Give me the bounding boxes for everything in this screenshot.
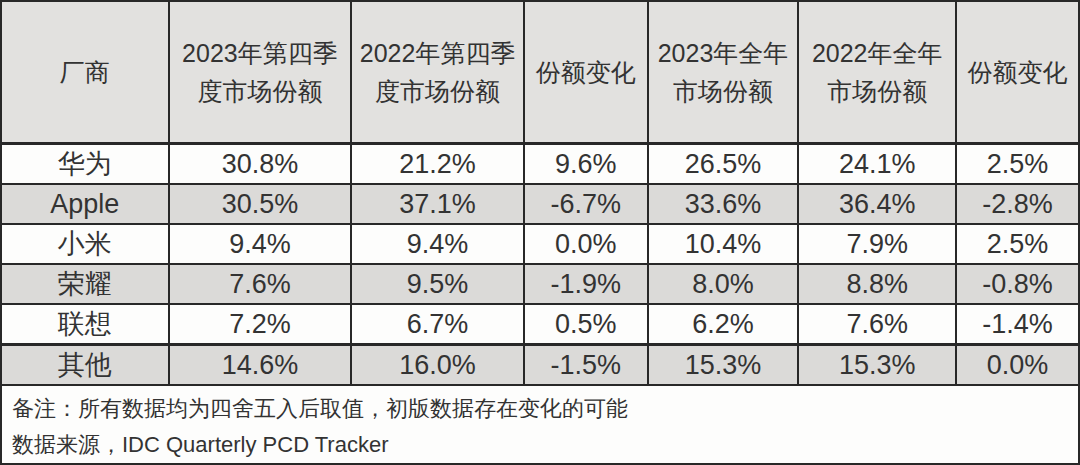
- market-share-sheet: 厂商2023年第四季 度市场份额2022年第四季 度市场份额份额变化2023年全…: [0, 0, 1080, 465]
- table-header: 厂商2023年第四季 度市场份额2022年第四季 度市场份额份额变化2023年全…: [1, 1, 1079, 144]
- value-cell: 7.9%: [798, 224, 956, 264]
- column-header: 厂商: [1, 1, 169, 144]
- value-cell: 0.0%: [524, 224, 648, 264]
- value-cell: 8.8%: [798, 264, 956, 304]
- table-notes: 备注：所有数据均为四舍五入后取值，初版数据存在变化的可能 数据来源，IDC Qu…: [0, 386, 1080, 465]
- header-row: 厂商2023年第四季 度市场份额2022年第四季 度市场份额份额变化2023年全…: [1, 1, 1079, 144]
- value-cell: 26.5%: [648, 144, 799, 185]
- table-row: 华为30.8%21.2%9.6%26.5%24.1%2.5%: [1, 144, 1079, 185]
- column-header: 2023年第四季 度市场份额: [169, 1, 352, 144]
- value-cell: 30.8%: [169, 144, 352, 185]
- value-cell: 16.0%: [351, 345, 524, 386]
- table-body: 华为30.8%21.2%9.6%26.5%24.1%2.5%Apple30.5%…: [1, 144, 1079, 386]
- value-cell: 9.6%: [524, 144, 648, 185]
- value-cell: 30.5%: [169, 184, 352, 224]
- column-header: 份额变化: [956, 1, 1079, 144]
- value-cell: 24.1%: [798, 144, 956, 185]
- vendor-cell: 荣耀: [1, 264, 169, 304]
- value-cell: 2.5%: [956, 224, 1079, 264]
- column-header: 2023年全年 市场份额: [648, 1, 799, 144]
- vendor-cell: 联想: [1, 304, 169, 345]
- value-cell: 15.3%: [648, 345, 799, 386]
- value-cell: 9.4%: [351, 224, 524, 264]
- value-cell: 37.1%: [351, 184, 524, 224]
- value-cell: -2.8%: [956, 184, 1079, 224]
- value-cell: 10.4%: [648, 224, 799, 264]
- value-cell: 9.4%: [169, 224, 352, 264]
- value-cell: 21.2%: [351, 144, 524, 185]
- value-cell: 7.6%: [798, 304, 956, 345]
- vendor-cell: 小米: [1, 224, 169, 264]
- table-row: 小米9.4%9.4%0.0%10.4%7.9%2.5%: [1, 224, 1079, 264]
- value-cell: 6.7%: [351, 304, 524, 345]
- table-row: 荣耀7.6%9.5%-1.9%8.0%8.8%-0.8%: [1, 264, 1079, 304]
- note-remark: 备注：所有数据均为四舍五入后取值，初版数据存在变化的可能: [12, 391, 1068, 427]
- value-cell: 36.4%: [798, 184, 956, 224]
- value-cell: 9.5%: [351, 264, 524, 304]
- value-cell: 33.6%: [648, 184, 799, 224]
- value-cell: 0.0%: [956, 345, 1079, 386]
- value-cell: -0.8%: [956, 264, 1079, 304]
- table-row: 联想7.2%6.7%0.5%6.2%7.6%-1.4%: [1, 304, 1079, 345]
- value-cell: 2.5%: [956, 144, 1079, 185]
- market-share-table: 厂商2023年第四季 度市场份额2022年第四季 度市场份额份额变化2023年全…: [0, 0, 1080, 386]
- value-cell: -1.4%: [956, 304, 1079, 345]
- column-header: 2022年全年 市场份额: [798, 1, 956, 144]
- column-header: 份额变化: [524, 1, 648, 144]
- value-cell: 14.6%: [169, 345, 352, 386]
- table-row: Apple30.5%37.1%-6.7%33.6%36.4%-2.8%: [1, 184, 1079, 224]
- value-cell: 0.5%: [524, 304, 648, 345]
- value-cell: 7.2%: [169, 304, 352, 345]
- value-cell: 7.6%: [169, 264, 352, 304]
- vendor-cell: 其他: [1, 345, 169, 386]
- value-cell: -6.7%: [524, 184, 648, 224]
- value-cell: 15.3%: [798, 345, 956, 386]
- vendor-cell: 华为: [1, 144, 169, 185]
- value-cell: 6.2%: [648, 304, 799, 345]
- value-cell: -1.9%: [524, 264, 648, 304]
- note-data-source: 数据来源，IDC Quarterly PCD Tracker: [12, 427, 1068, 463]
- value-cell: -1.5%: [524, 345, 648, 386]
- vendor-cell: Apple: [1, 184, 169, 224]
- column-header: 2022年第四季 度市场份额: [351, 1, 524, 144]
- value-cell: 8.0%: [648, 264, 799, 304]
- table-row: 其他14.6%16.0%-1.5%15.3%15.3%0.0%: [1, 345, 1079, 386]
